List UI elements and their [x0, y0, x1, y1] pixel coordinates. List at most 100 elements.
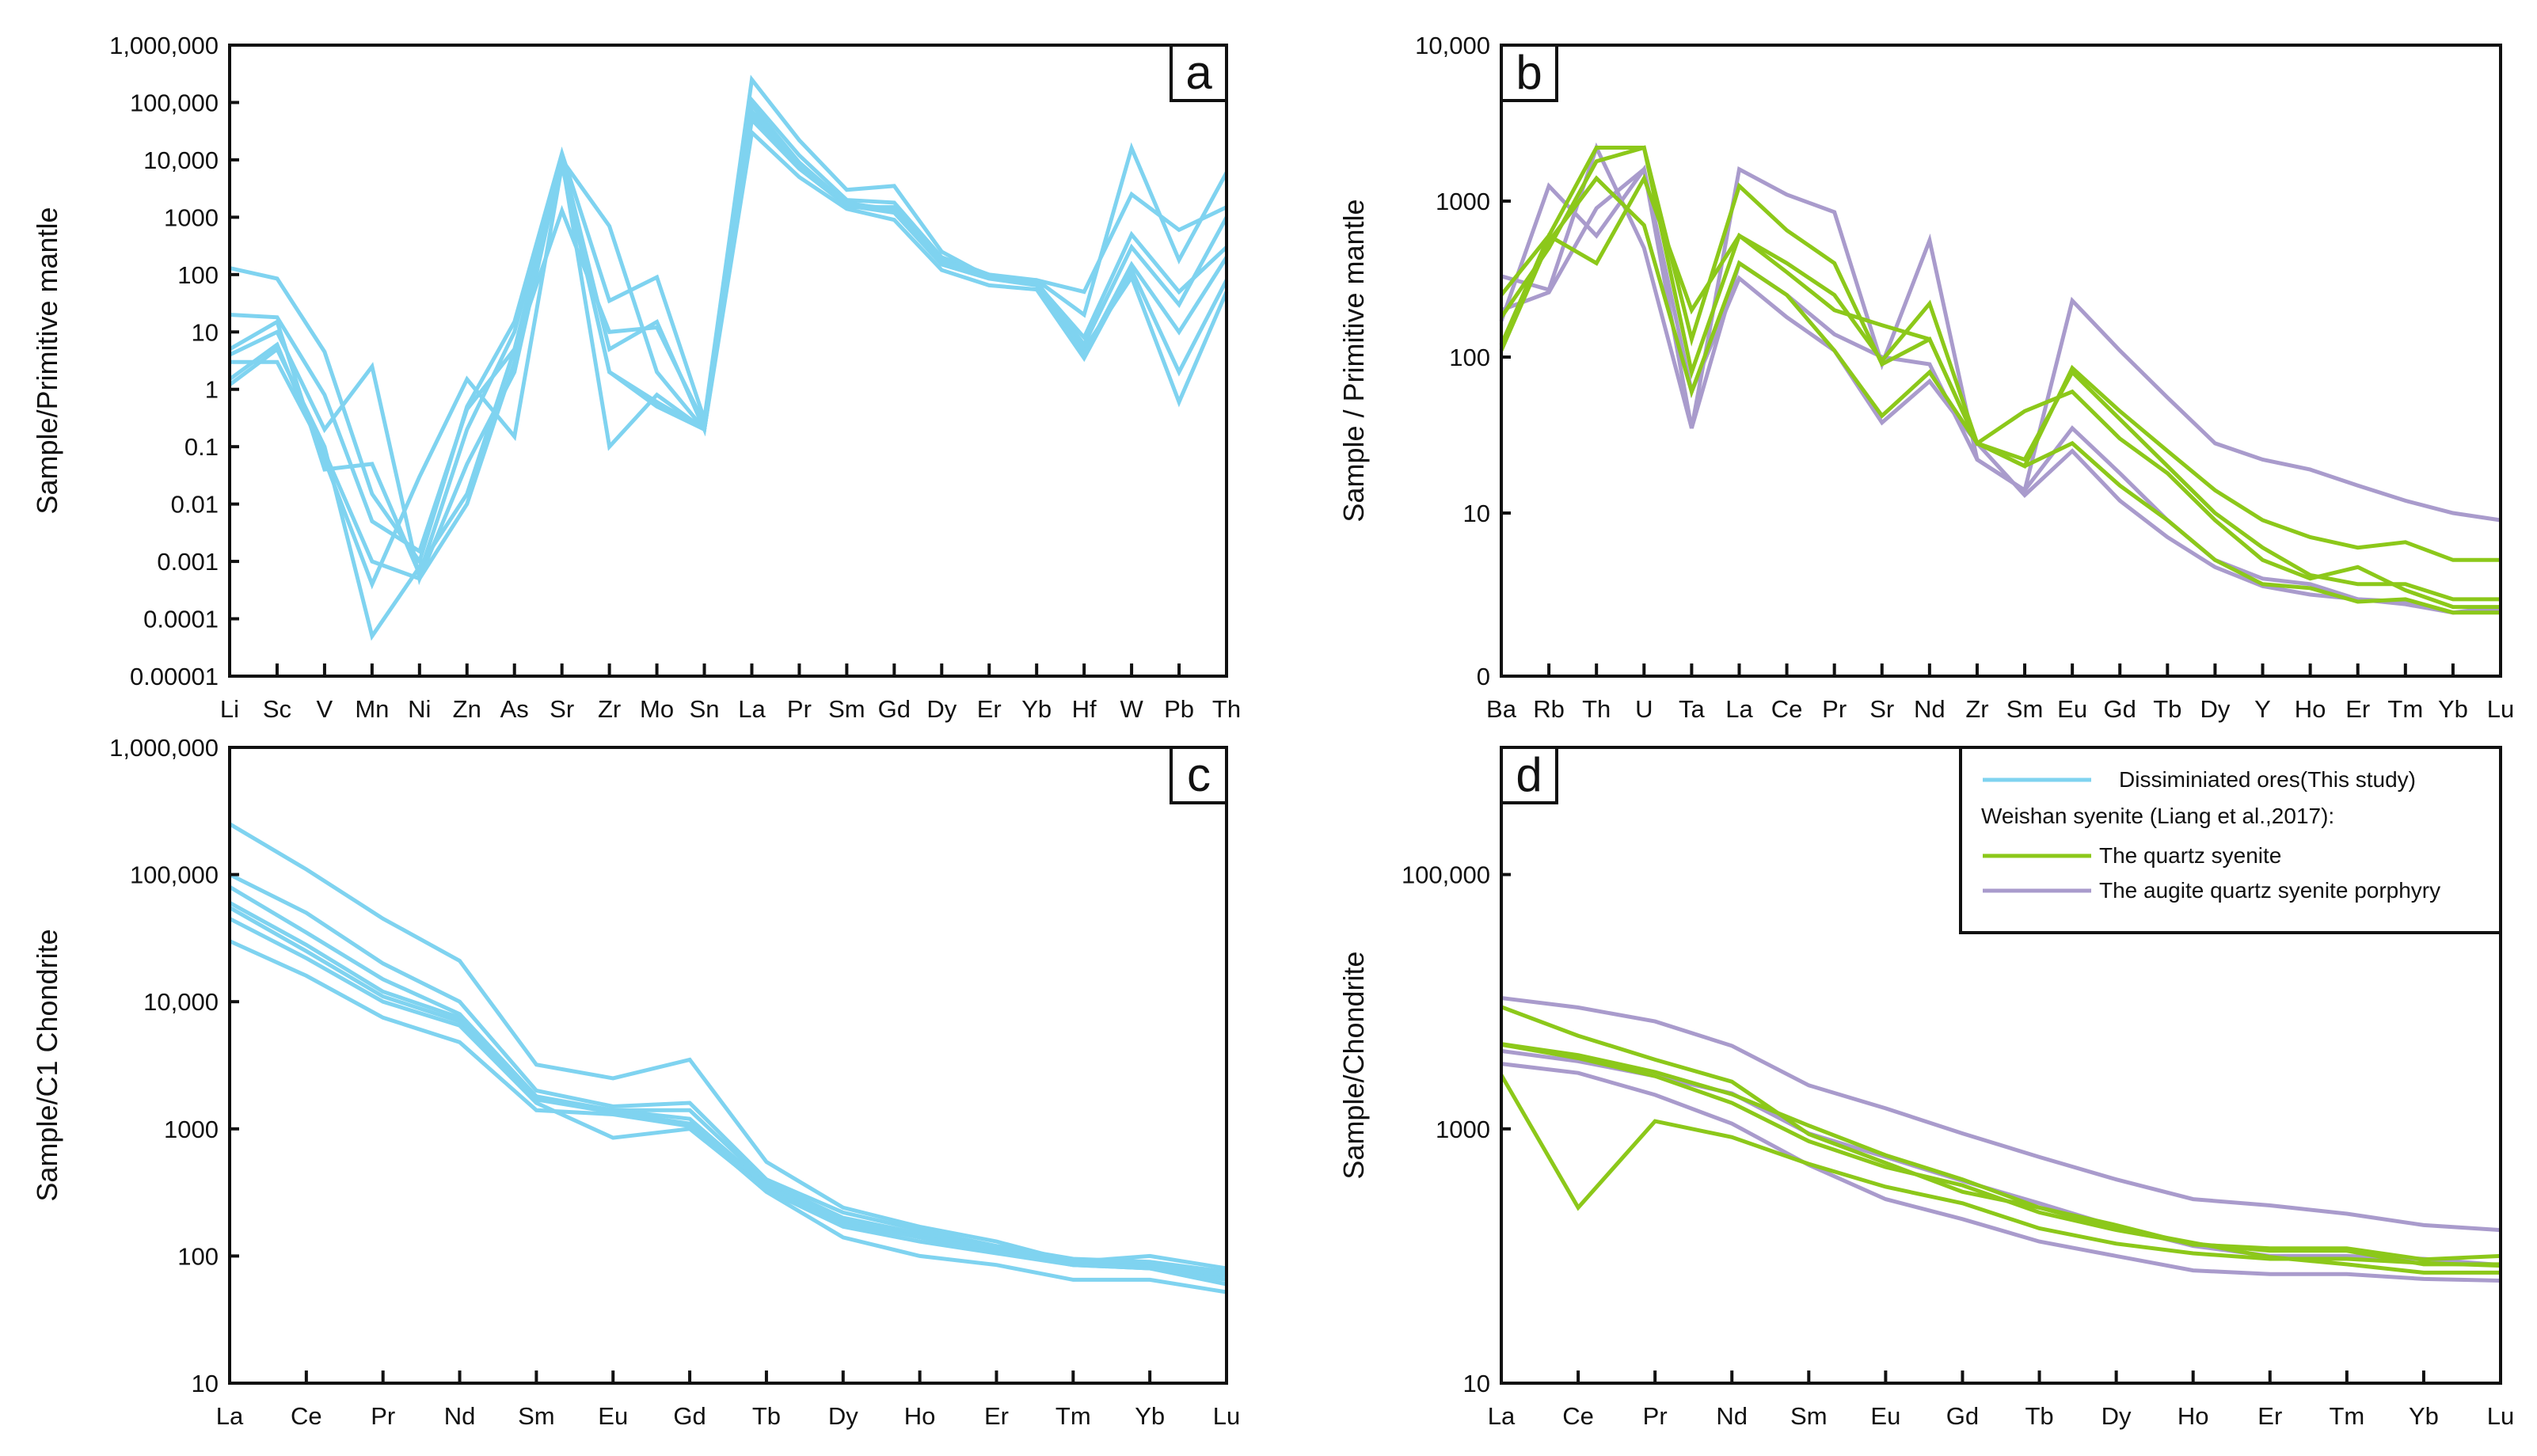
y-tick-label: 100,000	[130, 89, 219, 116]
x-tick-label: W	[1120, 695, 1143, 723]
x-tick-label: Yb	[2438, 695, 2468, 723]
x-tick-label: Eu	[2057, 695, 2087, 723]
series-line-ores-1	[228, 822, 1227, 1271]
x-tick-label: Dy	[926, 695, 957, 723]
y-tick-label: 1000	[164, 203, 219, 231]
y-tick-label: 0.1	[184, 433, 219, 461]
x-tick-label: Dy	[2200, 695, 2230, 723]
series-line-quartz_syenite-4	[1501, 1005, 2501, 1262]
x-tick-label: Mn	[355, 695, 389, 723]
x-tick-label: Gd	[1946, 1402, 1979, 1430]
y-tick-label: 0.00001	[130, 663, 219, 690]
y-tick-label: 10	[192, 1370, 219, 1397]
x-tick-label: Gd	[673, 1402, 706, 1430]
series-line-quartz_syenite-5	[1501, 1042, 2501, 1275]
legend-label-quartz_syenite: The quartz syenite	[2099, 843, 2281, 868]
x-tick-label: Ce	[1562, 1402, 1594, 1430]
x-tick-label: Er	[984, 1402, 1009, 1430]
x-tick-label: La	[216, 1402, 244, 1430]
x-tick-label: Zr	[598, 695, 621, 723]
legend-label-ores: Dissiminiated ores(This study)	[2119, 767, 2416, 792]
y-tick-label: 10,000	[143, 146, 219, 174]
x-tick-label: Ce	[1771, 695, 1803, 723]
x-tick-label: Gd	[878, 695, 911, 723]
legend: Dissiminiated ores(This study) Weishan sy…	[1959, 746, 2502, 934]
x-tick-label: Tm	[2387, 695, 2423, 723]
series-line-ores-6	[228, 128, 1229, 641]
legend-label-heading: Weishan syenite (Liang et al.,2017):	[1981, 804, 2334, 828]
y-axis-label: Sample / Primitive mantle	[1337, 199, 1370, 522]
x-tick-label: Pb	[1164, 695, 1194, 723]
x-tick-label: Ho	[2178, 1402, 2209, 1430]
x-tick-label: Nd	[444, 1402, 476, 1430]
x-tick-label: Ce	[291, 1402, 322, 1430]
y-tick-label: 0.0001	[143, 606, 219, 633]
series-line-quartz_syenite-5	[1499, 145, 2501, 602]
x-tick-label: Th	[1212, 695, 1241, 723]
panel-letter-box	[1500, 746, 1558, 804]
x-tick-label: Ba	[1486, 695, 1517, 723]
x-tick-label: Nd	[1716, 1402, 1748, 1430]
x-tick-label: Eu	[1870, 1402, 1900, 1430]
panel-letter: c	[1187, 748, 1211, 801]
x-tick-label: La	[1488, 1402, 1516, 1430]
x-tick-label: Yb	[1135, 1402, 1165, 1430]
y-tick-label: 1,000,000	[109, 32, 219, 59]
x-tick-label: Zn	[453, 695, 481, 723]
y-tick-label: 1000	[1436, 188, 1490, 215]
series-line-quartz_syenite-6	[1499, 173, 2501, 610]
plot-frame	[1500, 44, 2502, 678]
y-tick-label: 1000	[1436, 1116, 1490, 1143]
panel-letter-box	[1170, 746, 1228, 804]
x-tick-label: Li	[220, 695, 239, 723]
x-tick-label: Pr	[787, 695, 812, 723]
x-tick-label: Eu	[598, 1402, 628, 1430]
plot-frame	[228, 44, 1228, 678]
x-tick-label: Tb	[2025, 1402, 2053, 1430]
y-axis-label: Sample/C1 Chondrite	[31, 929, 63, 1201]
legend-label-porphyry: The augite quartz syenite porphyry	[2099, 878, 2440, 903]
x-tick-label: Er	[977, 695, 1002, 723]
x-tick-label: Dy	[828, 1402, 858, 1430]
panel-c-chart: 1,000,000 100,000 10,000 1000 100 10 La Ce Pr Nd S…	[31, 734, 1240, 1430]
series-line-ores-5	[228, 906, 1227, 1282]
x-tick-label: Ta	[1679, 695, 1706, 723]
x-tick-label: Y	[2254, 695, 2271, 723]
series-line-porphyry-3	[1501, 165, 2501, 615]
y-tick-label: 10,000	[1415, 32, 1490, 59]
x-tick-label: Sr	[1869, 695, 1894, 723]
y-tick-label: 100,000	[130, 861, 219, 889]
series-line-porphyry-1	[1501, 996, 2501, 1233]
x-tick-label: U	[1635, 695, 1653, 723]
x-tick-label: Ho	[2295, 695, 2326, 723]
y-tick-label: 1,000,000	[109, 734, 219, 762]
x-tick-label: Th	[1582, 695, 1611, 723]
y-tick-label: 1000	[164, 1116, 219, 1143]
x-tick-label: La	[738, 695, 766, 723]
y-tick-label: 0.01	[171, 491, 219, 519]
series-line-ores-6	[228, 917, 1227, 1287]
x-tick-label: Yb	[2409, 1402, 2439, 1430]
panel-letter: b	[1516, 46, 1542, 99]
x-tick-label: Zr	[1965, 695, 1988, 723]
x-tick-label: Sn	[690, 695, 720, 723]
panel-letter: a	[1185, 46, 1212, 99]
x-tick-label: Sm	[518, 1402, 555, 1430]
x-tick-label: Rb	[1533, 695, 1565, 723]
y-tick-label: 100	[177, 261, 219, 289]
y-tick-label: 100	[1449, 344, 1490, 371]
x-tick-label: Sm	[2006, 695, 2044, 723]
y-tick-label: 10	[1463, 500, 1490, 527]
series-line-ores-7	[228, 939, 1227, 1294]
x-tick-label: Pr	[1822, 695, 1847, 723]
series-line-porphyry-3	[1501, 1048, 2501, 1268]
y-tick-label: 100	[177, 1242, 219, 1270]
x-tick-label: Mo	[640, 695, 674, 723]
y-axis-label: Sample/Primitive mantle	[31, 207, 63, 514]
series-line-porphyry-2	[1501, 1062, 2501, 1283]
x-tick-label: As	[500, 695, 529, 723]
y-tick-label: 100,000	[1402, 861, 1490, 889]
panel-letter-box	[1170, 44, 1228, 102]
series-line-ores-1	[229, 74, 1229, 566]
